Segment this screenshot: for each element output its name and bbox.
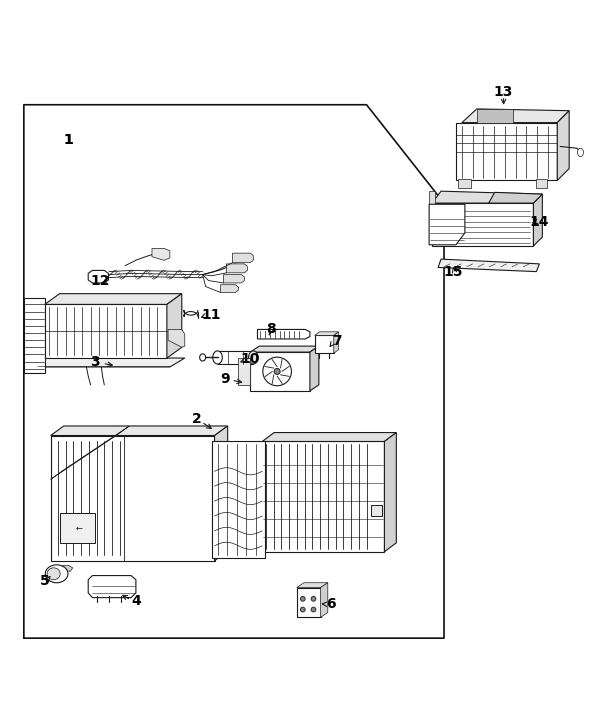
Polygon shape (167, 293, 182, 358)
Text: 1: 1 (64, 133, 73, 148)
Ellipse shape (578, 149, 583, 157)
Circle shape (311, 596, 316, 601)
Polygon shape (477, 109, 513, 122)
Polygon shape (51, 426, 228, 435)
Polygon shape (432, 191, 542, 203)
Polygon shape (88, 270, 108, 283)
Text: 9: 9 (221, 372, 230, 386)
Text: 12: 12 (91, 274, 110, 288)
Polygon shape (224, 274, 244, 283)
Polygon shape (24, 298, 45, 373)
Polygon shape (257, 330, 310, 339)
Bar (371, 505, 382, 516)
Circle shape (300, 607, 305, 612)
Polygon shape (432, 203, 533, 246)
Polygon shape (462, 109, 569, 122)
Polygon shape (297, 587, 321, 617)
Text: 1: 1 (64, 133, 73, 148)
Ellipse shape (213, 351, 222, 364)
Polygon shape (262, 432, 396, 441)
Polygon shape (533, 194, 542, 246)
Text: 3: 3 (91, 355, 100, 369)
Polygon shape (250, 352, 310, 391)
Polygon shape (238, 358, 250, 385)
Text: 2: 2 (192, 412, 201, 426)
Polygon shape (384, 432, 396, 552)
Ellipse shape (47, 568, 60, 579)
Text: 15: 15 (443, 265, 462, 280)
Polygon shape (536, 179, 547, 188)
Polygon shape (297, 582, 328, 587)
Polygon shape (262, 441, 384, 552)
Polygon shape (45, 304, 167, 358)
Polygon shape (51, 435, 215, 561)
Polygon shape (310, 346, 319, 391)
Polygon shape (226, 264, 247, 273)
Polygon shape (458, 179, 471, 188)
Polygon shape (218, 351, 253, 364)
Polygon shape (321, 582, 328, 617)
Circle shape (274, 368, 280, 374)
Polygon shape (429, 205, 465, 245)
Polygon shape (215, 426, 228, 561)
Polygon shape (315, 336, 334, 353)
Polygon shape (489, 192, 542, 203)
Polygon shape (221, 285, 238, 293)
Text: 4: 4 (131, 594, 141, 608)
Text: 5: 5 (40, 574, 49, 588)
Polygon shape (152, 248, 170, 261)
Text: 14: 14 (530, 215, 549, 229)
Text: 13: 13 (494, 85, 513, 99)
Ellipse shape (200, 354, 206, 361)
Polygon shape (315, 332, 339, 336)
Polygon shape (456, 122, 557, 181)
Text: 8: 8 (266, 323, 276, 336)
Polygon shape (438, 259, 539, 272)
Polygon shape (429, 191, 435, 218)
Polygon shape (45, 293, 182, 304)
Circle shape (311, 607, 316, 612)
Polygon shape (168, 330, 185, 347)
Polygon shape (51, 426, 129, 479)
Ellipse shape (45, 565, 68, 582)
Text: 11: 11 (202, 307, 221, 322)
Polygon shape (232, 253, 253, 263)
Circle shape (263, 357, 291, 386)
Polygon shape (557, 111, 569, 181)
Circle shape (300, 596, 305, 601)
Polygon shape (36, 358, 185, 367)
Polygon shape (334, 332, 339, 353)
Ellipse shape (249, 351, 258, 364)
Text: ←: ← (76, 523, 83, 532)
Bar (60, 513, 95, 543)
Text: 10: 10 (241, 352, 260, 366)
Text: 6: 6 (326, 597, 336, 612)
Text: 7: 7 (332, 334, 342, 349)
Polygon shape (88, 576, 136, 598)
Polygon shape (212, 441, 265, 558)
Polygon shape (250, 346, 319, 352)
Polygon shape (63, 566, 73, 571)
